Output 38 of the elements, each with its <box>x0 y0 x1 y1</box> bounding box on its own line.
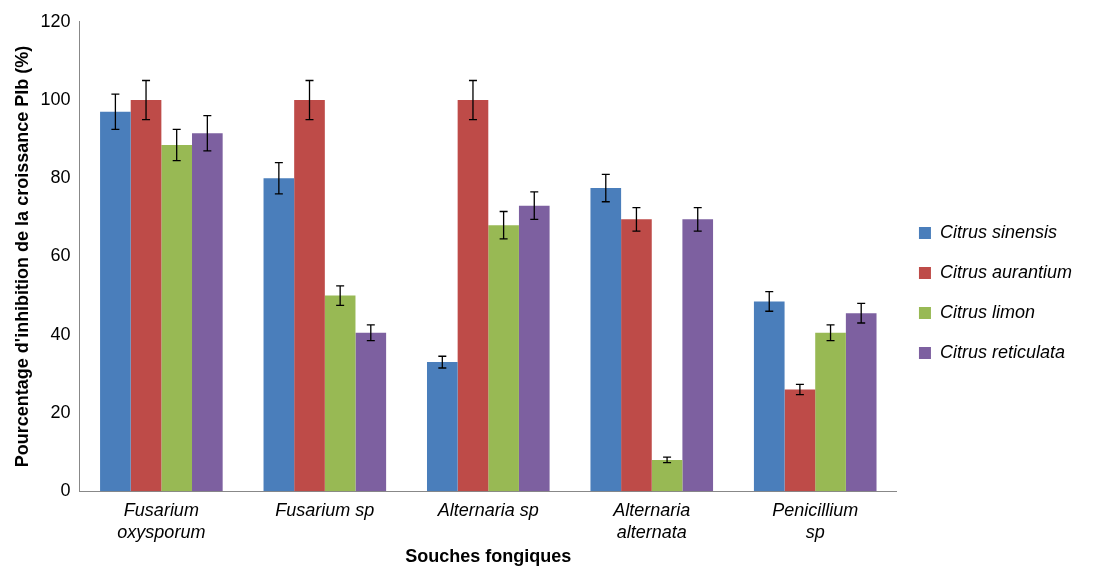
bar <box>426 362 458 492</box>
y-tick-label: 60 <box>50 245 71 266</box>
y-tick-label: 120 <box>40 10 71 31</box>
legend-label: Citrus reticulata <box>939 342 1065 362</box>
bar <box>355 332 387 492</box>
bar <box>845 313 877 492</box>
bar <box>784 389 816 492</box>
x-axis-title: Souches fongiques <box>405 546 572 567</box>
legend-label: Citrus aurantium <box>939 262 1073 282</box>
legend-label: Citrus sinensis <box>939 222 1057 242</box>
bar <box>518 205 550 492</box>
y-tick-label: 40 <box>50 323 71 344</box>
bar <box>457 100 489 492</box>
x-tick-label: Penicillium sp <box>772 500 859 542</box>
bar <box>100 111 131 492</box>
y-tick-label: 20 <box>50 401 71 422</box>
bar <box>651 459 683 492</box>
bar <box>621 219 652 492</box>
bar <box>294 100 325 492</box>
y-axis-title: Pourcentage d'inhibition de la croissance PIb (%) <box>11 45 32 468</box>
bar <box>682 219 714 492</box>
y-tick-label: 0 <box>60 480 71 501</box>
bar <box>130 100 162 492</box>
bar <box>192 133 223 492</box>
bar <box>161 145 193 492</box>
bar <box>324 295 356 492</box>
x-tick-label: Fusarium sp <box>275 500 375 520</box>
bar <box>263 178 295 492</box>
bar <box>815 332 846 492</box>
bar <box>488 225 519 492</box>
x-tick-label: Fusarium oxysporum <box>117 500 206 542</box>
legend-label: Citrus limon <box>939 302 1035 322</box>
bar <box>753 301 785 492</box>
y-tick-label: 100 <box>40 89 71 109</box>
x-tick-label: Alternaria sp <box>436 500 539 520</box>
y-tick-label: 80 <box>50 167 71 188</box>
x-tick-label: Alternaria alternata <box>612 500 691 542</box>
bar <box>590 188 622 492</box>
